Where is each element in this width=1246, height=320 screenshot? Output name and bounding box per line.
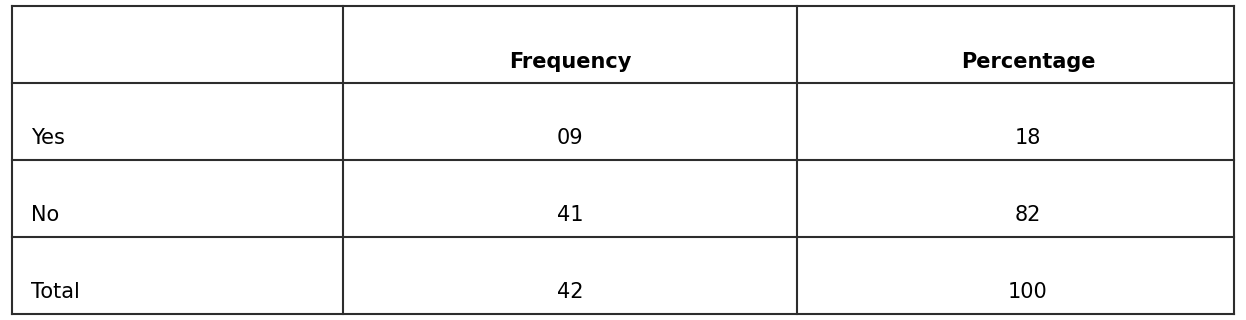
Text: 41: 41 <box>557 205 583 225</box>
Text: Total: Total <box>31 282 80 302</box>
Text: 100: 100 <box>1008 282 1048 302</box>
Text: Percentage: Percentage <box>961 52 1095 72</box>
Text: No: No <box>31 205 60 225</box>
Text: 42: 42 <box>557 282 583 302</box>
Text: 18: 18 <box>1014 129 1042 148</box>
Text: 82: 82 <box>1014 205 1042 225</box>
Text: Yes: Yes <box>31 129 65 148</box>
Text: 09: 09 <box>557 129 583 148</box>
Text: Frequency: Frequency <box>508 52 632 72</box>
